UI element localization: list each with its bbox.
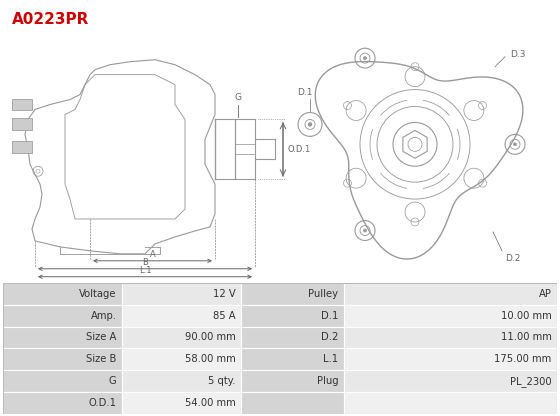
Bar <box>3 283 122 305</box>
Text: L.1: L.1 <box>323 354 338 364</box>
Text: Voltage: Voltage <box>79 289 116 299</box>
Text: 85 A: 85 A <box>213 311 236 321</box>
Text: L.1: L.1 <box>139 266 151 275</box>
Bar <box>241 392 344 414</box>
Circle shape <box>514 143 516 146</box>
Text: PL_2300: PL_2300 <box>510 376 552 386</box>
Text: 11.00 mm: 11.00 mm <box>501 332 552 342</box>
Text: D.3: D.3 <box>510 50 525 59</box>
Bar <box>3 392 122 414</box>
Text: 90.00 mm: 90.00 mm <box>185 332 236 342</box>
Bar <box>3 370 122 392</box>
Bar <box>3 349 122 370</box>
Polygon shape <box>12 119 32 130</box>
Bar <box>344 370 557 392</box>
Bar <box>3 327 122 349</box>
Bar <box>122 392 241 414</box>
Text: D.1: D.1 <box>321 311 338 321</box>
Text: O.D.1: O.D.1 <box>287 145 310 154</box>
Bar <box>241 283 344 305</box>
Text: 10.00 mm: 10.00 mm <box>501 311 552 321</box>
Text: A0223PR: A0223PR <box>12 12 90 27</box>
Text: Pulley: Pulley <box>308 289 338 299</box>
Text: D.2: D.2 <box>321 332 338 342</box>
Circle shape <box>363 57 366 59</box>
Bar <box>344 349 557 370</box>
Bar <box>122 349 241 370</box>
Text: 54.00 mm: 54.00 mm <box>185 398 236 408</box>
Text: O.D.1: O.D.1 <box>88 398 116 408</box>
Text: G: G <box>109 376 116 386</box>
Text: AP: AP <box>539 289 552 299</box>
Bar <box>344 305 557 327</box>
Bar <box>344 327 557 349</box>
Bar <box>344 283 557 305</box>
Text: Amp.: Amp. <box>91 311 116 321</box>
Bar <box>122 305 241 327</box>
Text: D.1: D.1 <box>297 87 312 97</box>
Text: 175.00 mm: 175.00 mm <box>494 354 552 364</box>
Bar <box>3 305 122 327</box>
Text: Plug: Plug <box>316 376 338 386</box>
Text: Size B: Size B <box>86 354 116 364</box>
Bar <box>241 305 344 327</box>
Bar <box>241 370 344 392</box>
Circle shape <box>309 123 311 126</box>
Text: 5 qty.: 5 qty. <box>208 376 236 386</box>
Polygon shape <box>12 141 32 153</box>
Text: B: B <box>142 258 148 267</box>
Bar <box>122 283 241 305</box>
Bar <box>241 327 344 349</box>
Text: G: G <box>235 92 241 102</box>
Text: 58.00 mm: 58.00 mm <box>185 354 236 364</box>
Text: 12 V: 12 V <box>213 289 236 299</box>
Bar <box>122 370 241 392</box>
Text: D.2: D.2 <box>505 254 520 263</box>
Polygon shape <box>12 99 32 111</box>
Text: Size A: Size A <box>86 332 116 342</box>
Text: A: A <box>150 250 155 259</box>
Bar <box>122 327 241 349</box>
Circle shape <box>363 229 366 232</box>
Bar <box>241 349 344 370</box>
Bar <box>344 392 557 414</box>
